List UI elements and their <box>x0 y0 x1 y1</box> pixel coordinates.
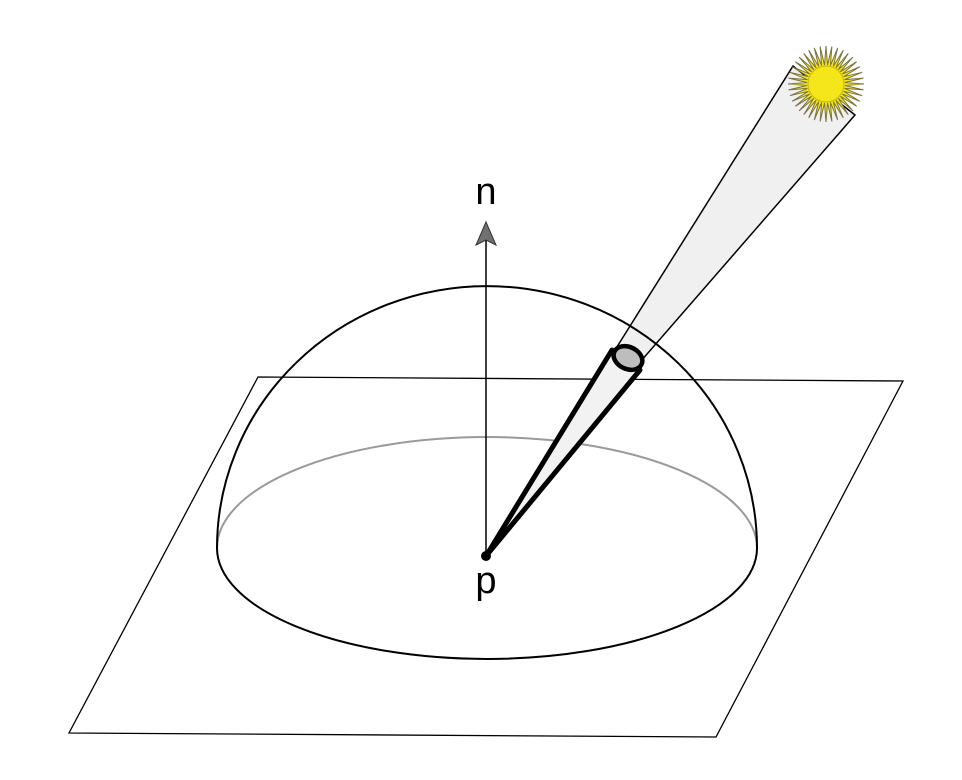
light-beam <box>613 64 857 362</box>
hemisphere-front-rim <box>216 547 758 660</box>
hemisphere-back-rim <box>216 436 758 549</box>
hemisphere-dome <box>216 285 758 549</box>
solid-angle-cone <box>483 347 643 559</box>
surface-plane <box>67 376 905 738</box>
point-label: p <box>475 560 496 602</box>
normal-label: n <box>475 171 496 213</box>
solid-angle-cap <box>611 343 645 373</box>
sun-disc <box>807 65 845 103</box>
sun-icon <box>787 45 865 123</box>
point-p-dot <box>481 551 491 561</box>
normal-vector-arrowhead <box>474 220 498 247</box>
